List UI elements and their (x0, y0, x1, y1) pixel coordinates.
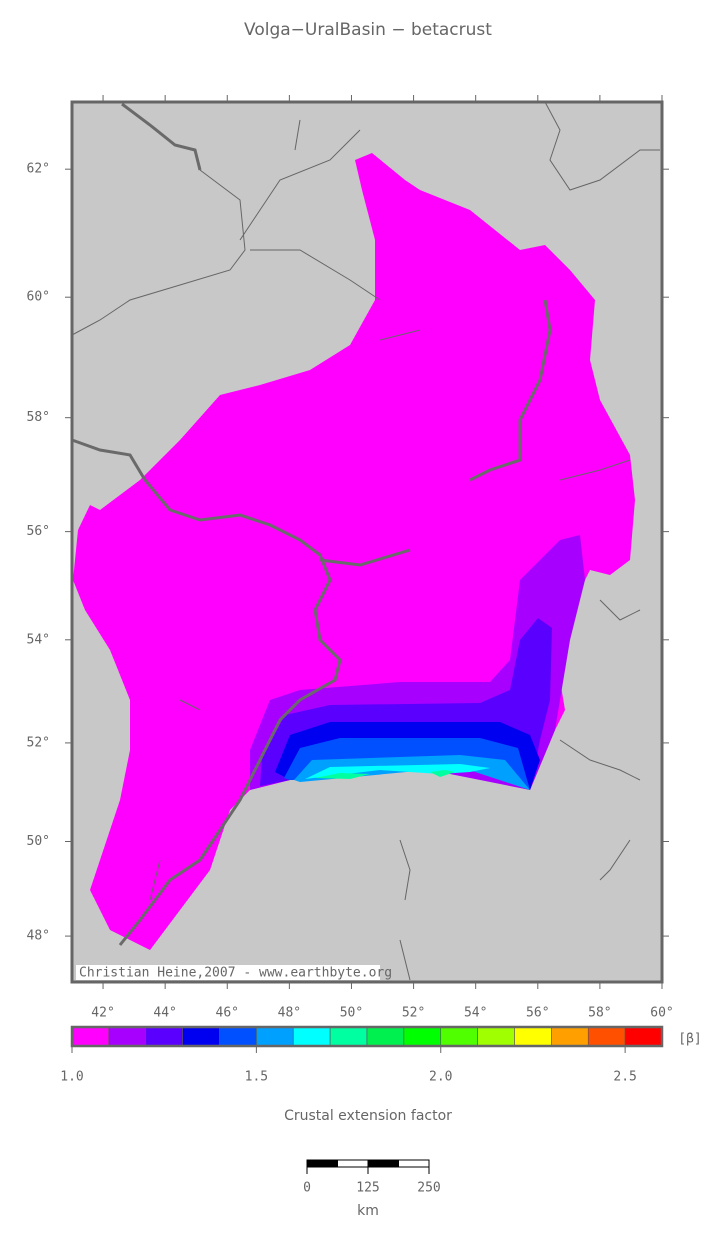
lon-tick-label: 48° (278, 1006, 301, 1021)
scale-segment (367, 1159, 399, 1168)
beta-band (305, 764, 490, 779)
credit-box (76, 965, 380, 980)
river-main (71, 102, 552, 946)
lat-tick-label: 54° (27, 632, 50, 647)
color-step (182, 1026, 220, 1047)
color-step (256, 1026, 294, 1047)
river (71, 101, 660, 341)
scale-bar: 0 125 250 (303, 1159, 441, 1196)
color-step (440, 1026, 478, 1047)
lat-tick-label: 48° (27, 929, 50, 944)
color-step (366, 1026, 405, 1047)
lat-tick-label: 56° (27, 524, 50, 539)
lat-tick-label: 58° (27, 410, 50, 425)
lon-tick-label: 52° (402, 1006, 425, 1021)
scale-tick-label: 0 (303, 1181, 311, 1196)
lon-tick-label: 56° (526, 1006, 549, 1021)
lon-tick-label: 42° (91, 1006, 114, 1021)
color-step (514, 1026, 552, 1047)
colorbar-tick-label: 2.0 (429, 1070, 452, 1085)
colorbar-frame (70, 1025, 664, 1048)
colorbar-label: Crustal extension factor (284, 1108, 452, 1124)
color-step (219, 1026, 257, 1047)
beta-band (294, 755, 530, 790)
scale-unit: km (357, 1203, 379, 1219)
lat-tick-label: 50° (27, 834, 50, 849)
color-step (108, 1026, 147, 1047)
scale-segment (398, 1159, 430, 1168)
color-step (587, 1026, 626, 1047)
colorbar-tick-label: 1.5 (245, 1070, 268, 1085)
lon-tick-label: 60° (650, 1006, 673, 1021)
lat-tick-label: 52° (27, 735, 50, 750)
scale-tick-label: 125 (356, 1181, 379, 1196)
title: Volga−UralBasin − betacrust (244, 20, 492, 40)
river (149, 459, 641, 981)
color-step (477, 1026, 515, 1047)
lat-tick-label: 60° (27, 290, 50, 305)
lat-tick-label: 62° (27, 162, 50, 177)
scale-segment (306, 1159, 338, 1168)
credit: Christian Heine,2007 - www.earthbyte.org (79, 966, 392, 981)
color-step (329, 1026, 368, 1047)
color-step (71, 1026, 110, 1047)
scale-segment (337, 1159, 369, 1168)
map: Christian Heine,2007 - www.earthbyte.org… (27, 95, 674, 1021)
lon-tick-label: 50° (340, 1006, 363, 1021)
map-frame (70, 100, 664, 984)
scale-tick-label: 250 (417, 1181, 440, 1196)
color-step (145, 1026, 183, 1047)
lon-tick-label: 46° (216, 1006, 239, 1021)
colorbar-tick-label: 1.0 (60, 1070, 83, 1085)
color-step (403, 1026, 442, 1047)
lon-tick-label: 54° (464, 1006, 487, 1021)
colorbar-unit: [β] (678, 1032, 701, 1047)
color-step (551, 1026, 589, 1047)
colorbar: 1.0 1.5 2.0 2.5 (60, 1025, 664, 1085)
colorbar-tick-label: 2.5 (613, 1070, 636, 1085)
color-step (292, 1026, 331, 1047)
lon-tick-label: 44° (153, 1006, 176, 1021)
beta-band (315, 770, 455, 779)
color-step (624, 1026, 663, 1047)
lon-tick-label: 58° (588, 1006, 611, 1021)
